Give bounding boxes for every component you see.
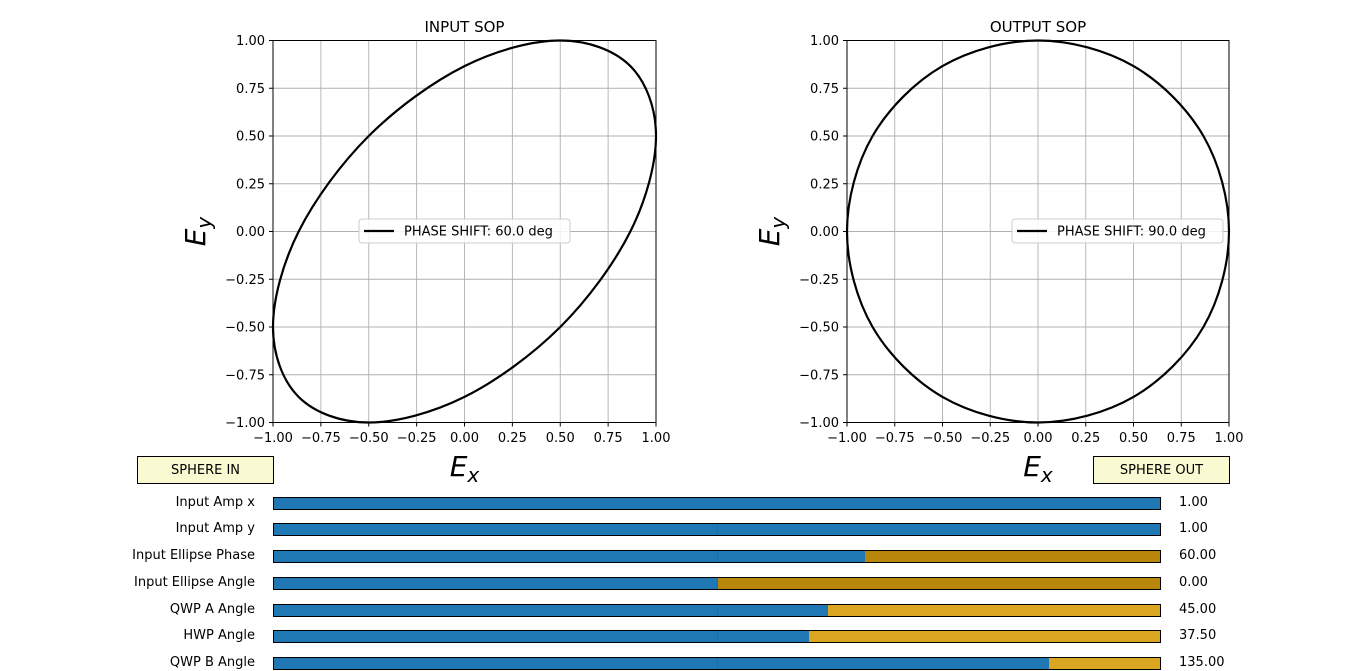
slider-initial-marker bbox=[717, 524, 718, 535]
y-tick-label: −1.00 bbox=[225, 416, 265, 431]
y-tick-label: 1.00 bbox=[810, 34, 839, 49]
slider-label: Input Amp y bbox=[175, 521, 255, 536]
slider-label: HWP Angle bbox=[183, 628, 255, 643]
y-tick-label: 0.50 bbox=[810, 130, 839, 145]
slider-track[interactable] bbox=[273, 550, 1161, 563]
y-tick-label: −0.25 bbox=[225, 273, 265, 288]
output-sop-title: OUTPUT SOP bbox=[990, 18, 1086, 36]
slider-initial-marker bbox=[717, 578, 718, 589]
slider-value: 60.00 bbox=[1179, 548, 1217, 563]
slider-fill bbox=[274, 551, 865, 562]
y-tick-label: 0.00 bbox=[810, 225, 839, 240]
slider-fill bbox=[274, 498, 1160, 509]
slider-value: 45.00 bbox=[1179, 602, 1217, 617]
x-tick-label: −0.25 bbox=[397, 431, 437, 446]
x-tick-label: 0.00 bbox=[1024, 431, 1053, 446]
output-sop-legend-box bbox=[1011, 218, 1224, 244]
slider-label: QWP B Angle bbox=[169, 655, 255, 670]
input-sop-xlabel: Ex bbox=[450, 450, 480, 487]
input-sop-legend-box bbox=[358, 218, 571, 244]
y-tick-label: −0.50 bbox=[225, 321, 265, 336]
y-tick-label: 0.25 bbox=[236, 177, 265, 192]
x-tick-label: −0.25 bbox=[970, 431, 1010, 446]
slider-label: QWP A Angle bbox=[169, 602, 255, 617]
input-sop-legend-label: PHASE SHIFT: 60.0 deg bbox=[404, 225, 553, 240]
x-tick-label: 0.00 bbox=[450, 431, 479, 446]
y-tick-label: 0.00 bbox=[236, 225, 265, 240]
y-tick-label: 0.75 bbox=[236, 82, 265, 97]
input-sop-ylabel: Ey bbox=[179, 216, 216, 247]
x-tick-label: −0.75 bbox=[301, 431, 341, 446]
x-tick-label: −0.50 bbox=[349, 431, 389, 446]
output-sop-legend-label: PHASE SHIFT: 90.0 deg bbox=[1057, 225, 1206, 240]
output-sop-ticks: −1.00 −0.75 −0.50 −0.25 0.00 0.25 0.50 0.75 1.00… bbox=[799, 34, 1243, 446]
x-tick-label: 0.75 bbox=[594, 431, 623, 446]
input-sop-ticks: −1.00 −0.75 −0.50 −0.25 0.00 0.25 0.50 0.75 1.00… bbox=[225, 34, 670, 446]
slider-value: 1.00 bbox=[1179, 521, 1208, 536]
slider-fill bbox=[274, 658, 1050, 669]
y-tick-label: 0.75 bbox=[810, 82, 839, 97]
slider-value: 0.00 bbox=[1179, 575, 1208, 590]
x-tick-label: 0.75 bbox=[1167, 431, 1196, 446]
output-sop-ylabel: Ey bbox=[753, 216, 790, 247]
input-sop-axes: INPUT SOP −1.00 −0.75 −0.50 −0.25 0.00 0.25 0.… bbox=[179, 18, 670, 487]
slider-track[interactable] bbox=[273, 604, 1161, 617]
x-tick-label: 0.50 bbox=[546, 431, 575, 446]
slider-track[interactable] bbox=[273, 577, 1161, 590]
x-tick-label: −0.50 bbox=[923, 431, 963, 446]
input-sop-legend: PHASE SHIFT: 60.0 deg bbox=[358, 218, 571, 244]
output-sop-xlabel: Ex bbox=[1023, 450, 1053, 487]
x-tick-label: 0.25 bbox=[498, 431, 527, 446]
slider-initial-marker bbox=[717, 605, 718, 616]
slider-initial-marker bbox=[717, 658, 718, 669]
slider-track[interactable] bbox=[273, 497, 1161, 510]
y-tick-label: −0.25 bbox=[799, 273, 839, 288]
slider-track[interactable] bbox=[273, 630, 1161, 643]
y-tick-label: 0.50 bbox=[236, 130, 265, 145]
slider-fill bbox=[274, 605, 828, 616]
y-tick-label: −1.00 bbox=[799, 416, 839, 431]
slider-value: 1.00 bbox=[1179, 495, 1208, 510]
slider-fill bbox=[274, 578, 717, 589]
y-tick-label: −0.75 bbox=[799, 368, 839, 383]
slider-value: 37.50 bbox=[1179, 628, 1217, 643]
y-tick-label: 0.25 bbox=[810, 177, 839, 192]
x-tick-label: 1.00 bbox=[642, 431, 671, 446]
x-tick-label: 1.00 bbox=[1215, 431, 1244, 446]
slider-value: 135.00 bbox=[1179, 655, 1225, 670]
y-tick-label: −0.75 bbox=[225, 368, 265, 383]
x-tick-label: −1.00 bbox=[827, 431, 867, 446]
sphere-out-button[interactable]: SPHERE OUT bbox=[1093, 456, 1230, 484]
input-sop-title: INPUT SOP bbox=[425, 18, 505, 36]
y-tick-label: −0.50 bbox=[799, 321, 839, 336]
slider-initial-marker bbox=[717, 551, 718, 562]
slider-label: Input Ellipse Angle bbox=[134, 575, 255, 590]
slider-track[interactable] bbox=[273, 657, 1161, 670]
x-tick-label: 0.50 bbox=[1119, 431, 1148, 446]
slider-initial-marker bbox=[717, 631, 718, 642]
x-tick-label: −1.00 bbox=[253, 431, 293, 446]
slider-fill bbox=[274, 631, 810, 642]
output-sop-axes: OUTPUT SOP −1.00 −0.75 −0.50 −0.25 0.00 0.25 0… bbox=[753, 18, 1243, 487]
output-sop-legend: PHASE SHIFT: 90.0 deg bbox=[1011, 218, 1224, 244]
slider-label: Input Amp x bbox=[175, 495, 255, 510]
sphere-in-button[interactable]: SPHERE IN bbox=[137, 456, 274, 484]
x-tick-label: −0.75 bbox=[875, 431, 915, 446]
slider-label: Input Ellipse Phase bbox=[132, 548, 255, 563]
y-tick-label: 1.00 bbox=[236, 34, 265, 49]
x-tick-label: 0.25 bbox=[1071, 431, 1100, 446]
slider-track[interactable] bbox=[273, 523, 1161, 536]
